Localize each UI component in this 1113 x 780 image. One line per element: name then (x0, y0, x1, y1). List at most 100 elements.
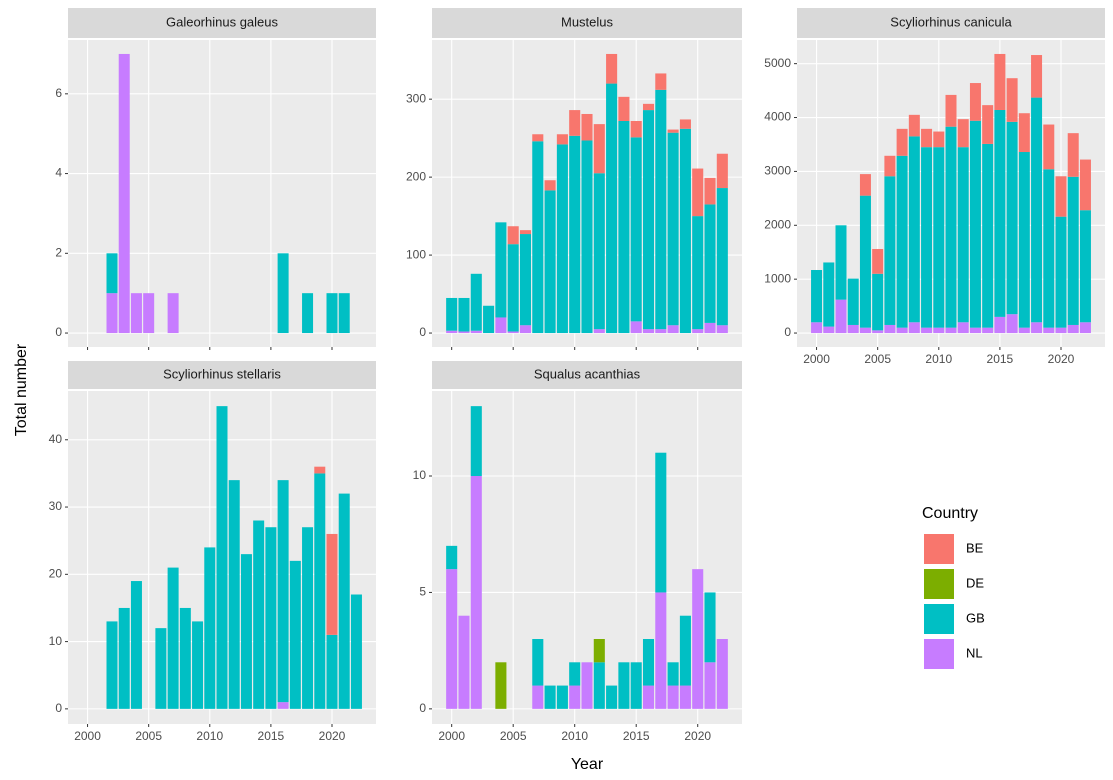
bar (1079, 210, 1091, 323)
bar (642, 639, 655, 686)
bar (118, 607, 130, 709)
panel-title: Scyliorhinus stellaris (163, 366, 281, 381)
y-tick-label: 300 (406, 91, 426, 105)
bar (483, 305, 495, 334)
bar (350, 594, 362, 709)
bar (921, 327, 933, 334)
bar (692, 168, 704, 217)
panel-title: Squalus acanthias (534, 366, 641, 381)
x-tick-label: 2000 (74, 729, 101, 743)
bar (1067, 133, 1079, 177)
bar (704, 662, 716, 709)
bar (326, 293, 338, 334)
bar (679, 128, 691, 334)
bar (446, 569, 458, 709)
bar (130, 293, 142, 334)
bar (884, 324, 896, 334)
bar (692, 569, 704, 709)
bar (1079, 322, 1091, 334)
bar (896, 327, 908, 334)
bar (556, 134, 568, 145)
x-tick-label: 2010 (196, 729, 223, 743)
bar (921, 147, 933, 328)
y-tick-label: 6 (55, 86, 62, 100)
bar (704, 592, 716, 663)
bar (679, 685, 691, 709)
bar (872, 330, 884, 334)
bar (1031, 322, 1043, 334)
bar (957, 147, 969, 323)
bar (811, 322, 823, 334)
bar (118, 53, 130, 334)
bar (704, 322, 716, 334)
bar (495, 662, 507, 709)
bar (896, 128, 908, 156)
bar (704, 204, 716, 323)
bar (253, 520, 265, 709)
bar (945, 126, 957, 328)
bar (630, 137, 642, 322)
bar (630, 321, 642, 334)
bar (593, 124, 605, 174)
bar (994, 109, 1006, 317)
bar (593, 639, 605, 663)
bar (667, 685, 679, 709)
bar (642, 329, 655, 334)
y-tick-label: 3000 (764, 164, 791, 178)
bar (606, 53, 618, 84)
strip (68, 361, 376, 389)
bar (470, 273, 482, 331)
bar (667, 132, 679, 326)
bar (704, 177, 716, 205)
y-tick-label: 0 (55, 701, 62, 715)
bar (908, 322, 920, 334)
x-tick-label: 2020 (319, 729, 346, 743)
bar (1018, 152, 1030, 328)
y-tick-label: 4 (55, 166, 62, 180)
bar (945, 327, 957, 334)
y-tick-label: 20 (49, 566, 63, 580)
bar (446, 330, 458, 334)
bar (314, 473, 326, 709)
y-tick-label: 10 (49, 634, 63, 648)
bar (544, 190, 556, 334)
bar (655, 89, 667, 330)
bar (192, 621, 204, 709)
legend-key (924, 639, 954, 669)
bar (1079, 159, 1091, 211)
bar (277, 702, 289, 709)
bar (896, 155, 908, 328)
y-tick-label: 0 (55, 325, 62, 339)
bar (204, 547, 216, 709)
bar (1018, 327, 1030, 334)
bar (556, 144, 568, 334)
bar (618, 96, 630, 121)
bar (314, 466, 326, 474)
bar (716, 325, 728, 334)
bar (642, 685, 655, 709)
bar (143, 293, 155, 334)
bar (1067, 176, 1079, 325)
bar (458, 331, 470, 334)
bar (982, 327, 994, 334)
bar (716, 639, 728, 709)
bar (630, 662, 642, 709)
bar (240, 554, 252, 709)
bar (655, 73, 667, 90)
x-tick-label: 2000 (803, 352, 830, 366)
bar (692, 216, 704, 330)
panel-title: Scyliorhinus canicula (890, 14, 1012, 29)
bar (969, 83, 981, 121)
bar (556, 685, 568, 709)
bar (130, 581, 142, 709)
bar (593, 173, 605, 330)
bar (945, 94, 957, 127)
bar (630, 120, 642, 138)
bar (302, 293, 314, 334)
strip (432, 8, 742, 38)
y-tick-label: 200 (406, 169, 426, 183)
bar (338, 493, 350, 709)
bar (1031, 97, 1043, 323)
y-tick-label: 2 (55, 245, 62, 259)
panel-title: Mustelus (561, 14, 614, 29)
